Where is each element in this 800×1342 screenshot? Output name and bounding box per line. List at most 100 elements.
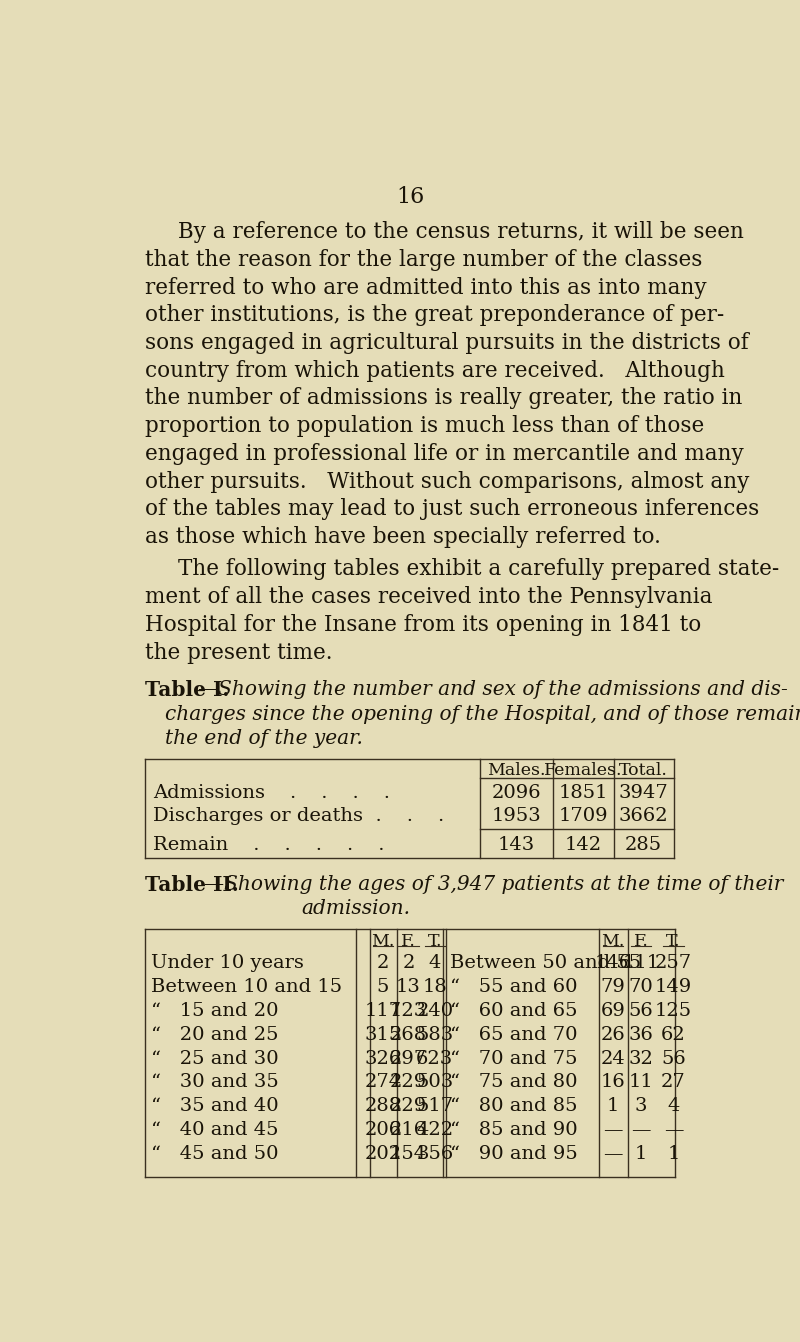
- Text: M.: M.: [602, 933, 625, 950]
- Text: 206: 206: [364, 1121, 402, 1139]
- Text: 583: 583: [416, 1025, 454, 1044]
- Text: that the reason for the large number of the classes: that the reason for the large number of …: [145, 248, 702, 271]
- Text: 36: 36: [629, 1025, 654, 1044]
- Text: 1851: 1851: [559, 784, 608, 803]
- Text: 285: 285: [625, 836, 662, 855]
- Text: 623: 623: [416, 1049, 454, 1068]
- Text: 297: 297: [390, 1049, 427, 1068]
- Text: 1: 1: [607, 1098, 619, 1115]
- Text: ment of all the cases received into the Pennsylvania: ment of all the cases received into the …: [145, 586, 713, 608]
- Text: 4: 4: [429, 954, 441, 972]
- Text: 123: 123: [390, 1002, 427, 1020]
- Text: 202: 202: [364, 1145, 402, 1164]
- Text: Hospital for the Insane from its opening in 1841 to: Hospital for the Insane from its opening…: [145, 613, 701, 636]
- Text: 5: 5: [377, 978, 389, 996]
- Text: 117: 117: [364, 1002, 402, 1020]
- Text: as those which have been specially referred to.: as those which have been specially refer…: [145, 526, 661, 548]
- Text: Males.: Males.: [487, 762, 546, 780]
- Text: the number of admissions is really greater, the ratio in: the number of admissions is really great…: [145, 388, 742, 409]
- Text: 274: 274: [364, 1074, 402, 1091]
- Text: country from which patients are received.   Although: country from which patients are received…: [145, 360, 725, 381]
- Text: 70: 70: [629, 978, 654, 996]
- Text: “   45 and 50: “ 45 and 50: [151, 1145, 278, 1164]
- Text: engaged in professional life or in mercantile and many: engaged in professional life or in merca…: [145, 443, 744, 464]
- Text: 268: 268: [390, 1025, 427, 1044]
- Text: 240: 240: [416, 1002, 454, 1020]
- Text: “   65 and 70: “ 65 and 70: [450, 1025, 577, 1044]
- Text: “   90 and 95: “ 90 and 95: [450, 1145, 578, 1164]
- Text: 229: 229: [390, 1098, 427, 1115]
- Text: —Showing the number and sex of the admissions and dis-: —Showing the number and sex of the admis…: [198, 680, 787, 699]
- Text: Under 10 years: Under 10 years: [151, 954, 304, 972]
- Text: Admissions    .    .    .    .: Admissions . . . .: [153, 784, 390, 803]
- Text: M.: M.: [371, 933, 394, 950]
- Text: “   80 and 85: “ 80 and 85: [450, 1098, 577, 1115]
- Text: “   15 and 20: “ 15 and 20: [151, 1002, 278, 1020]
- Text: Between 10 and 15: Between 10 and 15: [151, 978, 342, 996]
- Text: 2096: 2096: [492, 784, 542, 803]
- Text: other pursuits.   Without such comparisons, almost any: other pursuits. Without such comparisons…: [145, 471, 750, 493]
- Text: Between 50 and 55: Between 50 and 55: [450, 954, 641, 972]
- Text: 315: 315: [364, 1025, 402, 1044]
- Text: Total.: Total.: [619, 762, 668, 780]
- Text: 69: 69: [601, 1002, 626, 1020]
- Text: “   70 and 75: “ 70 and 75: [450, 1049, 577, 1068]
- Text: referred to who are admitted into this as into many: referred to who are admitted into this a…: [145, 276, 706, 298]
- Text: 27: 27: [661, 1074, 686, 1091]
- Text: 146: 146: [594, 954, 632, 972]
- Text: 257: 257: [655, 954, 692, 972]
- Text: 288: 288: [364, 1098, 402, 1115]
- Text: 503: 503: [416, 1074, 454, 1091]
- Text: 154: 154: [390, 1145, 427, 1164]
- Text: Females.: Females.: [544, 762, 623, 780]
- Text: “   55 and 60: “ 55 and 60: [450, 978, 577, 996]
- Text: 18: 18: [422, 978, 447, 996]
- Text: 3947: 3947: [618, 784, 669, 803]
- Text: 1: 1: [667, 1145, 680, 1164]
- Text: By a reference to the census returns, it will be seen: By a reference to the census returns, it…: [178, 221, 743, 243]
- Text: 3662: 3662: [619, 807, 669, 825]
- Text: 4: 4: [667, 1098, 680, 1115]
- Text: 1: 1: [634, 1145, 647, 1164]
- Text: 24: 24: [601, 1049, 626, 1068]
- Text: 79: 79: [601, 978, 626, 996]
- Text: of the tables may lead to just such erroneous inferences: of the tables may lead to just such erro…: [145, 498, 759, 521]
- Text: Discharges or deaths  .    .    .: Discharges or deaths . . .: [153, 807, 444, 825]
- Text: Table I.: Table I.: [145, 680, 230, 701]
- Text: 216: 216: [390, 1121, 427, 1139]
- Text: 13: 13: [396, 978, 421, 996]
- Text: the end of the year.: the end of the year.: [165, 729, 363, 749]
- Text: “   35 and 40: “ 35 and 40: [151, 1098, 278, 1115]
- Text: other institutions, is the great preponderance of per-: other institutions, is the great prepond…: [145, 305, 724, 326]
- Text: 422: 422: [416, 1121, 454, 1139]
- Text: 229: 229: [390, 1074, 427, 1091]
- Text: sons engaged in agricultural pursuits in the districts of: sons engaged in agricultural pursuits in…: [145, 331, 749, 354]
- Text: 56: 56: [661, 1049, 686, 1068]
- Text: T.: T.: [666, 933, 681, 950]
- Text: “   25 and 30: “ 25 and 30: [151, 1049, 278, 1068]
- Text: 125: 125: [655, 1002, 692, 1020]
- Text: charges since the opening of the Hospital, and of those remaining at: charges since the opening of the Hospita…: [165, 705, 800, 723]
- Text: Remain    .    .    .    .    .: Remain . . . . .: [153, 836, 384, 855]
- Text: Table II.: Table II.: [145, 875, 238, 895]
- Text: “   85 and 90: “ 85 and 90: [450, 1121, 577, 1139]
- Text: 16: 16: [396, 185, 424, 208]
- Text: F.: F.: [401, 933, 416, 950]
- Text: 111: 111: [622, 954, 659, 972]
- Text: 3: 3: [634, 1098, 647, 1115]
- Text: 62: 62: [661, 1025, 686, 1044]
- Text: “   30 and 35: “ 30 and 35: [151, 1074, 279, 1091]
- Text: 326: 326: [364, 1049, 402, 1068]
- Text: 32: 32: [629, 1049, 654, 1068]
- Text: —Showing the ages of 3,947 patients at the time of their: —Showing the ages of 3,947 patients at t…: [204, 875, 783, 894]
- Text: 142: 142: [565, 836, 602, 855]
- Text: proportion to population is much less than of those: proportion to population is much less th…: [145, 415, 704, 437]
- Text: —: —: [603, 1121, 623, 1139]
- Text: T.: T.: [427, 933, 442, 950]
- Text: 149: 149: [655, 978, 692, 996]
- Text: the present time.: the present time.: [145, 641, 333, 663]
- Text: 143: 143: [498, 836, 535, 855]
- Text: —: —: [664, 1121, 683, 1139]
- Text: 1709: 1709: [558, 807, 609, 825]
- Text: 356: 356: [416, 1145, 454, 1164]
